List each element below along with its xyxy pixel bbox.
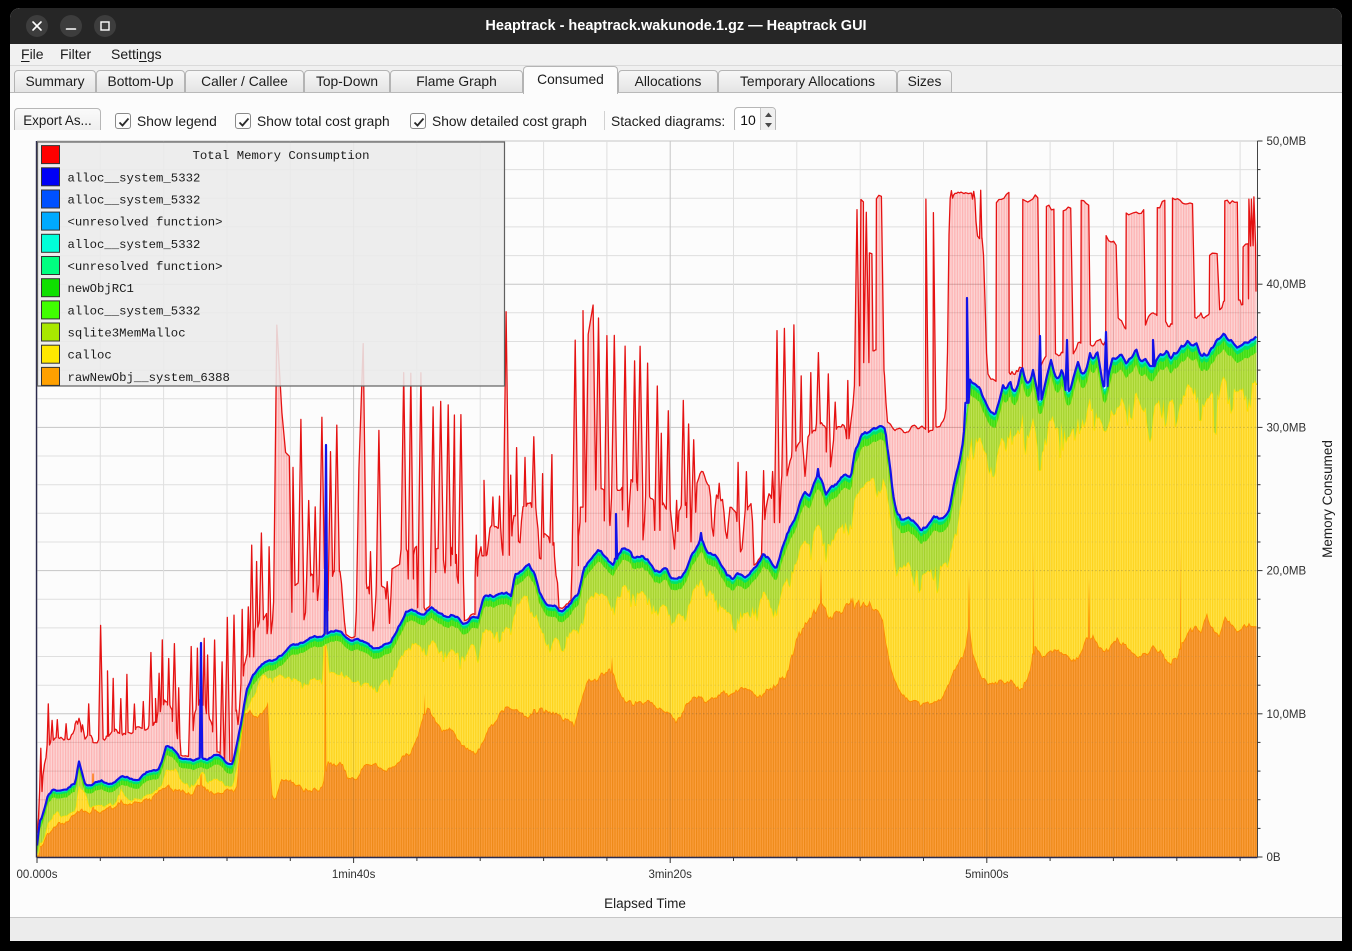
- svg-text:Total Memory Consumption: Total Memory Consumption: [192, 149, 369, 163]
- svg-text:alloc__system_5332: alloc__system_5332: [68, 171, 201, 185]
- svg-text:20,0MB: 20,0MB: [1267, 566, 1307, 578]
- svg-text:3min20s: 3min20s: [648, 869, 692, 881]
- svg-text:calloc: calloc: [68, 349, 112, 363]
- svg-text:<unresolved function>: <unresolved function>: [68, 216, 223, 230]
- svg-text:<unresolved function>: <unresolved function>: [68, 260, 223, 274]
- svg-text:rawNewObj__system_6388: rawNewObj__system_6388: [68, 371, 230, 385]
- svg-text:5min00s: 5min00s: [965, 869, 1009, 881]
- svg-text:alloc__system_5332: alloc__system_5332: [68, 194, 201, 208]
- svg-text:newObjRC1: newObjRC1: [68, 282, 134, 296]
- svg-text:30,0MB: 30,0MB: [1267, 422, 1307, 434]
- svg-text:40,0MB: 40,0MB: [1267, 279, 1307, 291]
- svg-text:50,0MB: 50,0MB: [1267, 136, 1307, 148]
- svg-text:1min40s: 1min40s: [332, 869, 376, 881]
- svg-text:Memory Consumed: Memory Consumed: [1320, 440, 1335, 558]
- svg-text:00.000s: 00.000s: [17, 869, 58, 881]
- svg-text:sqlite3MemMalloc: sqlite3MemMalloc: [68, 327, 186, 341]
- svg-text:alloc__system_5332: alloc__system_5332: [68, 304, 201, 318]
- svg-text:Elapsed Time: Elapsed Time: [604, 896, 686, 911]
- svg-text:0B: 0B: [1267, 852, 1281, 864]
- svg-text:alloc__system_5332: alloc__system_5332: [68, 238, 201, 252]
- svg-text:10,0MB: 10,0MB: [1267, 709, 1307, 721]
